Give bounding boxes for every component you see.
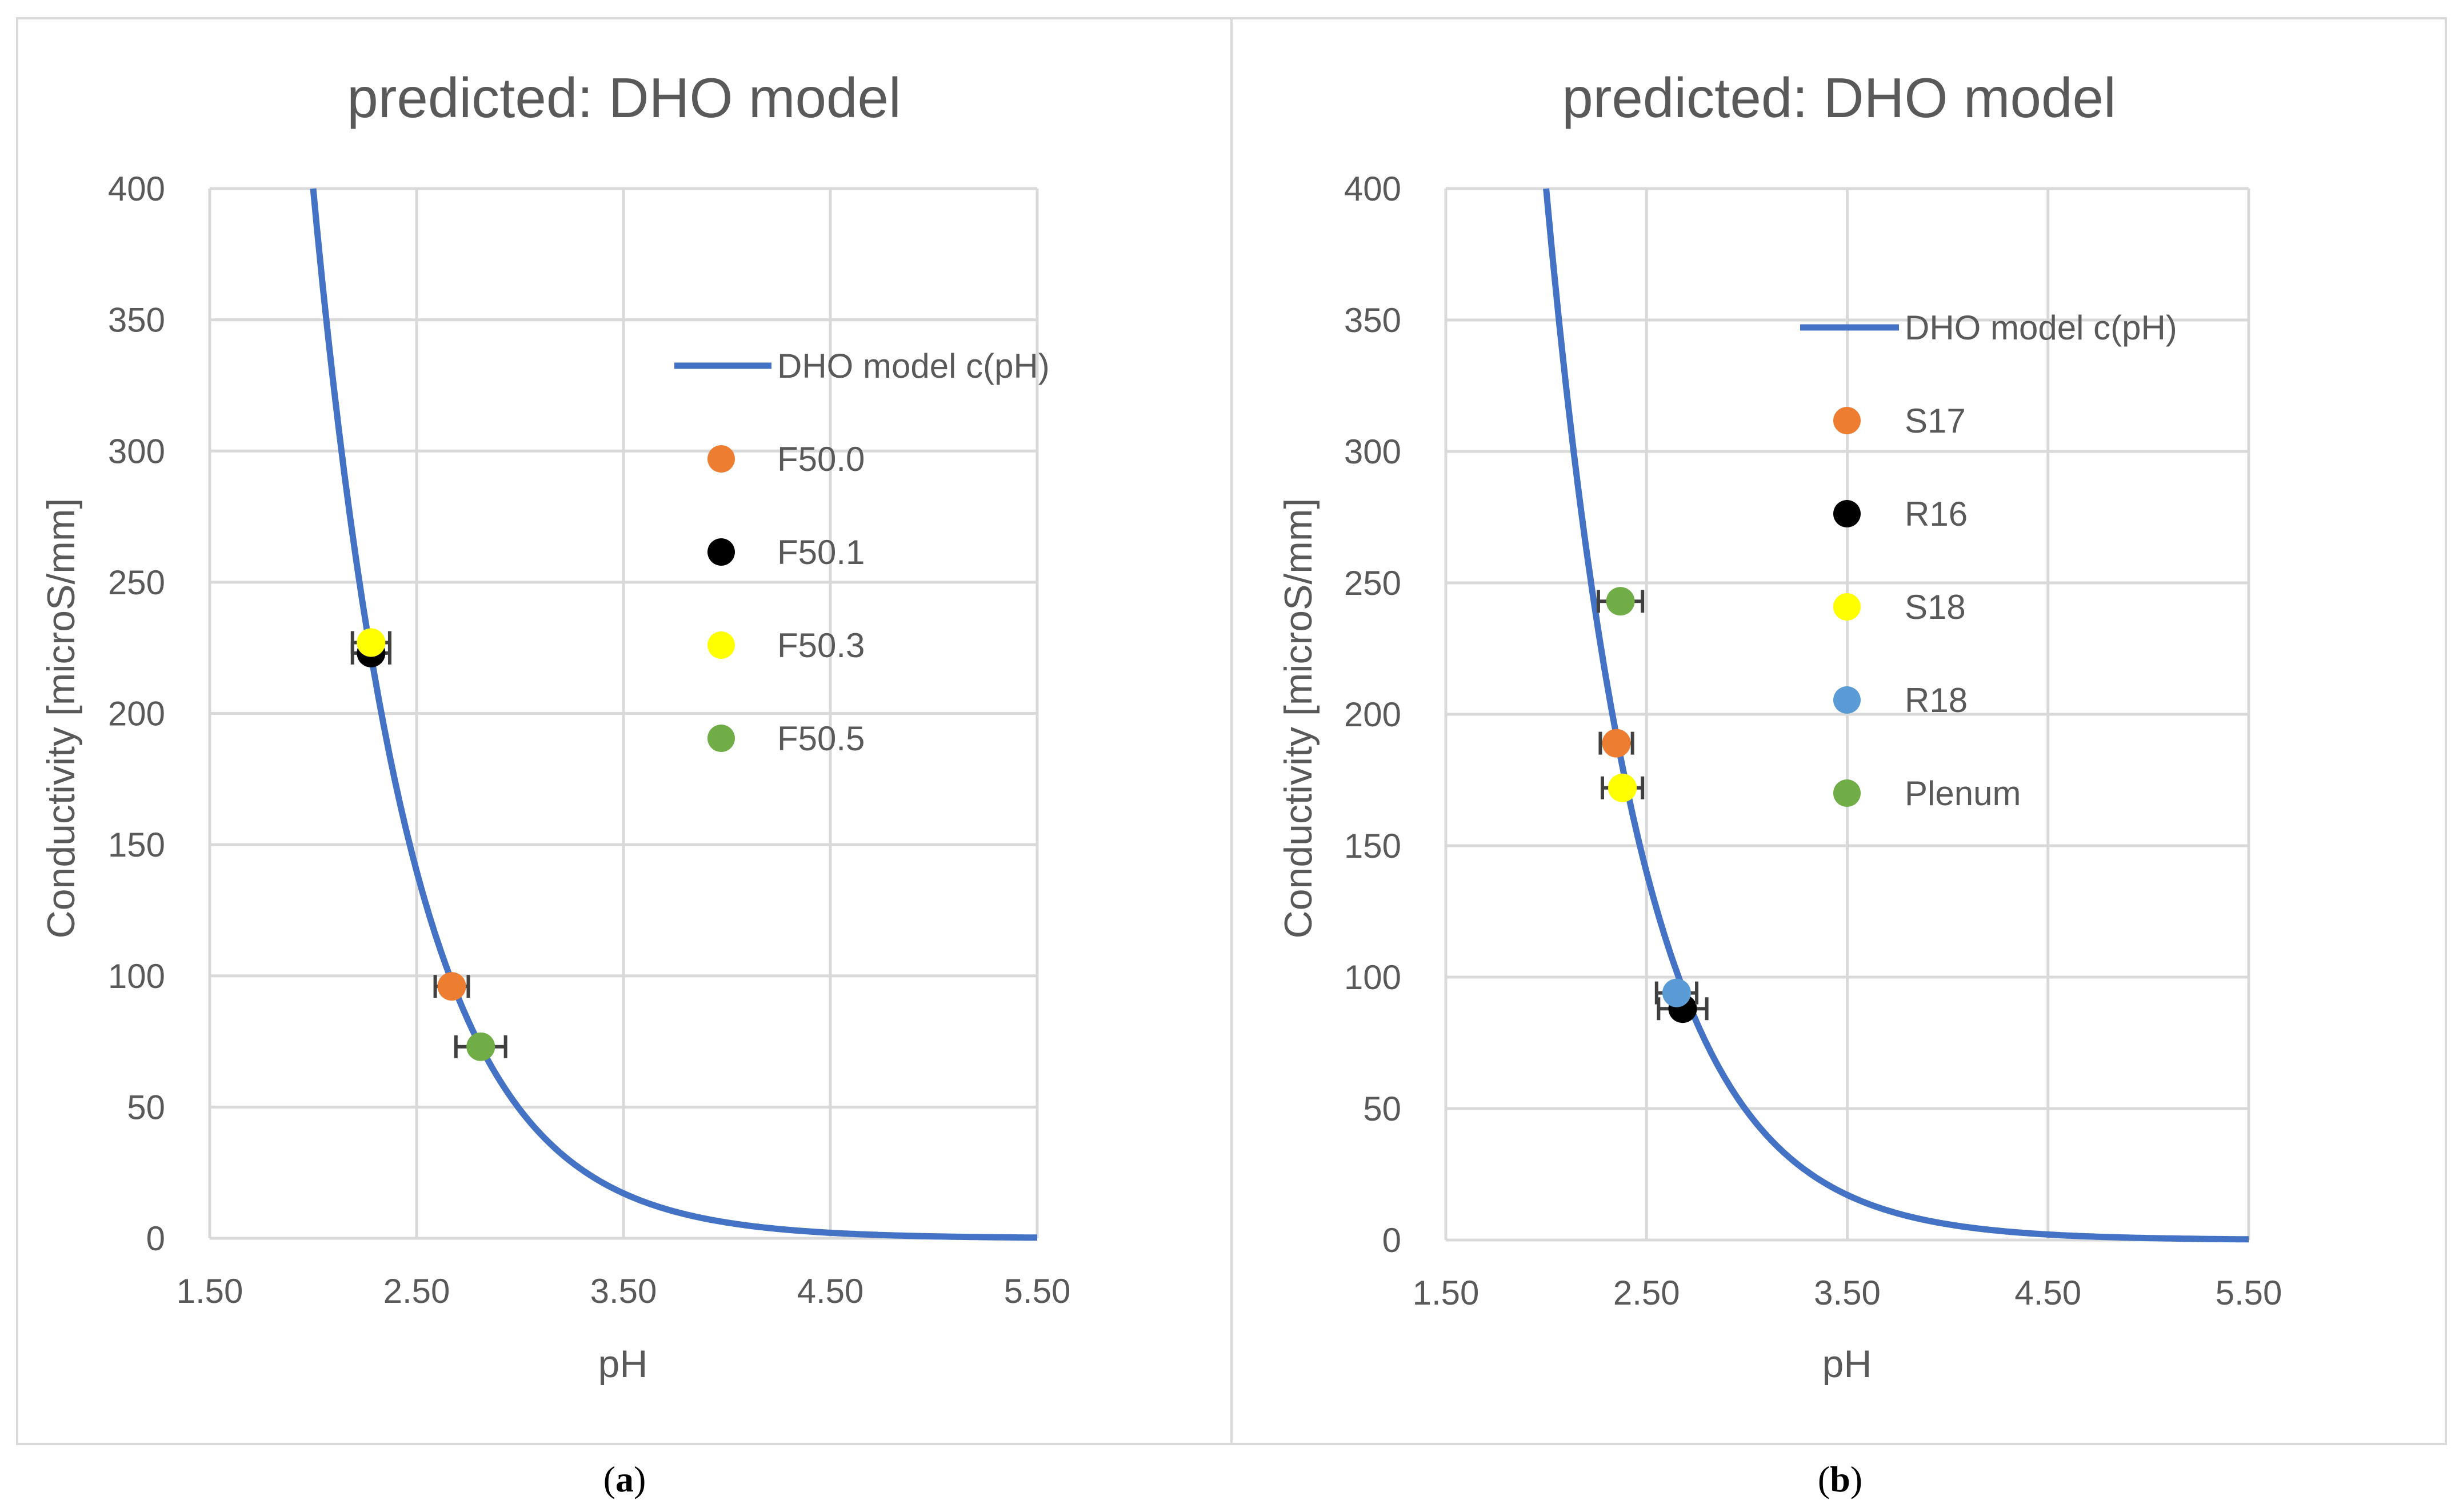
data-point-f50-0 xyxy=(433,972,470,1001)
legend-label: DHO model c(pH) xyxy=(777,347,1050,385)
point-marker xyxy=(1608,773,1637,802)
y-tick-label: 250 xyxy=(1344,564,1401,602)
y-tick-label: 100 xyxy=(108,957,165,995)
legend-label: F50.5 xyxy=(777,719,865,758)
y-tick-label: 200 xyxy=(108,695,165,733)
x-tick-label: 4.50 xyxy=(797,1272,864,1310)
y-tick-label: 350 xyxy=(1344,301,1401,339)
legend-item: DHO model c(pH) xyxy=(1800,309,2177,347)
legend-label: DHO model c(pH) xyxy=(1905,309,2177,347)
panel-b-border xyxy=(1230,17,2447,1445)
data-point-f50-3 xyxy=(350,628,391,657)
legend-item: R16 xyxy=(1833,495,1968,533)
legend-item: F50.1 xyxy=(707,533,865,571)
data-point-r18 xyxy=(1654,978,1699,1007)
legend: DHO model c(pH) F50.0 F50.1 F50.3 F50.5 xyxy=(674,347,1050,758)
legend-marker-swatch xyxy=(1833,686,1861,714)
caption-a: (a) xyxy=(603,1459,646,1499)
point-marker xyxy=(1606,587,1635,616)
legend-item: F50.3 xyxy=(707,626,865,665)
legend-marker-swatch xyxy=(707,631,735,659)
legend-marker-swatch xyxy=(1833,500,1861,527)
point-marker xyxy=(357,628,386,657)
legend-label: S18 xyxy=(1905,588,1966,626)
y-tick-label: 300 xyxy=(1344,433,1401,471)
x-tick-label: 4.50 xyxy=(2014,1274,2081,1312)
model-curve xyxy=(310,188,1039,1241)
caption-a-letter: a xyxy=(615,1459,634,1499)
x-tick-label: 1.50 xyxy=(1413,1274,1480,1312)
y-tick-label: 300 xyxy=(108,432,165,470)
gridlines xyxy=(1444,187,2250,1242)
x-axis-label: pH xyxy=(1822,1342,1872,1386)
legend-item: S18 xyxy=(1833,588,1966,626)
model-curve xyxy=(1543,188,2250,1243)
x-tick-label: 3.50 xyxy=(590,1272,657,1310)
legend-item: S17 xyxy=(1833,402,1966,440)
data-point-plenum xyxy=(1596,587,1645,616)
y-tick-label: 150 xyxy=(1344,827,1401,865)
y-tick-label: 400 xyxy=(108,170,165,208)
y-axis-label: Conductivity [microS/mm] xyxy=(1277,498,1320,939)
legend-item: R18 xyxy=(1833,681,1968,719)
y-tick-label: 0 xyxy=(146,1219,165,1258)
data-point-f50-5 xyxy=(454,1032,507,1061)
x-tick-labels: 1.50 2.50 3.50 4.50 5.50 xyxy=(177,1272,1071,1310)
legend-item: Plenum xyxy=(1833,774,2021,813)
legend-label: S17 xyxy=(1905,402,1966,440)
y-axis-label: Conductivity [microS/mm] xyxy=(39,498,83,939)
caption-b-letter: b xyxy=(1830,1459,1850,1499)
legend-marker-swatch xyxy=(707,538,735,566)
legend: DHO model c(pH) S17 R16 S18 R18 Plenum xyxy=(1800,309,2177,813)
legend-label: F50.1 xyxy=(777,533,865,571)
legend-item: F50.0 xyxy=(707,440,865,478)
y-tick-labels: 0 50 100 150 200 250 300 350 400 xyxy=(108,170,165,1258)
y-tick-label: 50 xyxy=(127,1088,165,1126)
point-marker xyxy=(1602,729,1631,758)
legend-label: R16 xyxy=(1905,495,1968,533)
caption-b: (b) xyxy=(1818,1459,1862,1499)
legend-label: R18 xyxy=(1905,681,1968,719)
chart-title: predicted: DHO model xyxy=(1562,66,2116,129)
legend-marker-swatch xyxy=(1833,593,1861,621)
legend-item: F50.5 xyxy=(707,719,865,758)
point-marker xyxy=(466,1032,495,1061)
chart-panel-b: predicted: DHO model 0 50 100 150 200 250 300 3… xyxy=(1230,17,2447,1445)
y-tick-labels: 0 50 100 150 200 250 300 350 400 xyxy=(1344,170,1401,1259)
y-tick-label: 150 xyxy=(108,826,165,864)
y-tick-label: 200 xyxy=(1344,695,1401,734)
legend-marker-swatch xyxy=(707,445,735,473)
legend-label: F50.0 xyxy=(777,440,865,478)
legend-marker-swatch xyxy=(1833,779,1861,807)
data-points xyxy=(1596,587,1709,1023)
legend-item: DHO model c(pH) xyxy=(674,347,1050,385)
x-tick-label: 2.50 xyxy=(1613,1274,1680,1312)
legend-marker-swatch xyxy=(1833,407,1861,434)
x-tick-label: 3.50 xyxy=(1814,1274,1881,1312)
legend-marker-swatch xyxy=(707,725,735,752)
x-tick-label: 2.50 xyxy=(383,1272,450,1310)
legend-label: F50.3 xyxy=(777,626,865,665)
x-tick-labels: 1.50 2.50 3.50 4.50 5.50 xyxy=(1413,1274,2282,1312)
y-tick-label: 350 xyxy=(108,301,165,339)
legend-label: Plenum xyxy=(1905,774,2021,813)
x-tick-label: 1.50 xyxy=(177,1272,243,1310)
gridlines xyxy=(208,187,1039,1240)
chart-panel-a: predicted: DHO model 0 50 100 150 200 250 300 3… xyxy=(16,17,1233,1445)
point-marker xyxy=(437,972,466,1001)
y-tick-label: 50 xyxy=(1363,1090,1401,1128)
data-point-s18 xyxy=(1600,773,1645,802)
x-axis-label: pH xyxy=(598,1342,648,1386)
y-tick-label: 0 xyxy=(1382,1221,1401,1259)
chart-title: predicted: DHO model xyxy=(347,66,901,129)
y-tick-label: 100 xyxy=(1344,958,1401,997)
x-tick-label: 5.50 xyxy=(2216,1274,2282,1312)
point-marker xyxy=(1662,978,1691,1007)
data-points xyxy=(350,628,507,1061)
y-tick-label: 250 xyxy=(108,563,165,602)
x-tick-label: 5.50 xyxy=(1004,1272,1071,1310)
data-point-s17 xyxy=(1598,729,1634,758)
y-tick-label: 400 xyxy=(1344,170,1401,208)
